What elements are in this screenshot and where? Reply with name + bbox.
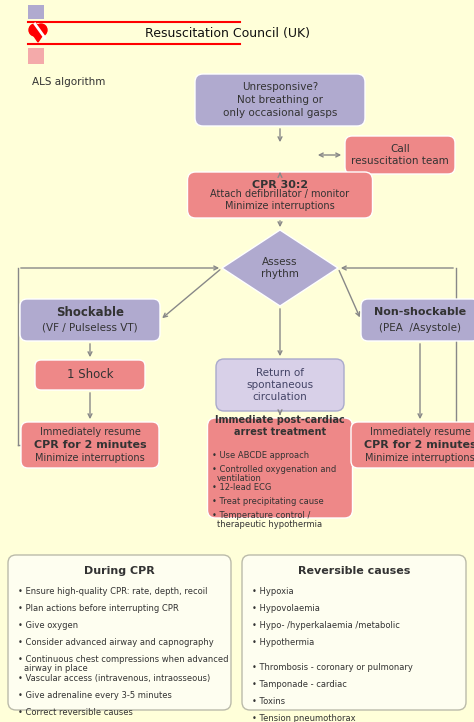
FancyBboxPatch shape: [208, 418, 353, 518]
Text: Minimize interruptions: Minimize interruptions: [35, 453, 145, 463]
Text: Resuscitation Council (UK): Resuscitation Council (UK): [145, 27, 310, 40]
Text: • Use ABCDE approach: • Use ABCDE approach: [212, 451, 309, 460]
FancyBboxPatch shape: [20, 299, 160, 341]
FancyBboxPatch shape: [28, 48, 44, 64]
Text: • Hypo- /hyperkalaemia /metabolic: • Hypo- /hyperkalaemia /metabolic: [252, 621, 400, 630]
Text: Call
resuscitation team: Call resuscitation team: [351, 144, 449, 166]
Text: • Tension pneumothorax: • Tension pneumothorax: [252, 714, 356, 722]
Text: • Thrombosis - coronary or pulmonary: • Thrombosis - coronary or pulmonary: [252, 663, 413, 672]
Circle shape: [29, 24, 41, 36]
Text: • Hypovolaemia: • Hypovolaemia: [252, 604, 320, 613]
Text: Reversible causes: Reversible causes: [298, 566, 410, 576]
Text: • Vascular access (intravenous, intraosseous): • Vascular access (intravenous, intraoss…: [18, 674, 210, 683]
Text: • Hypoxia: • Hypoxia: [252, 587, 293, 596]
FancyBboxPatch shape: [195, 74, 365, 126]
FancyBboxPatch shape: [351, 422, 474, 468]
Text: Minimize interruptions: Minimize interruptions: [365, 453, 474, 463]
Text: Attach defibrillator / monitor
Minimize interruptions: Attach defibrillator / monitor Minimize …: [210, 188, 349, 212]
Text: • Give oxygen: • Give oxygen: [18, 621, 78, 630]
Text: Assess
rhythm: Assess rhythm: [261, 257, 299, 279]
Text: • Hypothermia: • Hypothermia: [252, 638, 314, 647]
FancyBboxPatch shape: [361, 299, 474, 341]
Text: • Plan actions before interrupting CPR: • Plan actions before interrupting CPR: [18, 604, 179, 613]
Text: ventilation: ventilation: [217, 474, 262, 483]
Text: ALS algorithm: ALS algorithm: [32, 77, 105, 87]
Text: Shockable: Shockable: [56, 305, 124, 318]
Text: CPR 30:2: CPR 30:2: [252, 180, 308, 190]
Text: • Correct reversible causes: • Correct reversible causes: [18, 708, 133, 717]
Text: Immediate post-cardiac
arrest treatment: Immediate post-cardiac arrest treatment: [215, 415, 345, 437]
Text: CPR for 2 minutes: CPR for 2 minutes: [34, 440, 146, 450]
Text: • Ensure high-quality CPR: rate, depth, recoil: • Ensure high-quality CPR: rate, depth, …: [18, 587, 208, 596]
Text: Unresponsive?
Not breathing or
only occasional gasps: Unresponsive? Not breathing or only occa…: [223, 82, 337, 118]
Text: • Controlled oxygenation and: • Controlled oxygenation and: [212, 465, 336, 474]
Text: During CPR: During CPR: [83, 566, 155, 576]
Text: 1 Shock: 1 Shock: [67, 368, 113, 381]
FancyBboxPatch shape: [28, 5, 44, 19]
Text: • 12-lead ECG: • 12-lead ECG: [212, 483, 272, 492]
Text: therapeutic hypothermia: therapeutic hypothermia: [217, 520, 322, 529]
FancyBboxPatch shape: [8, 555, 231, 710]
Text: • Temperature control /: • Temperature control /: [212, 511, 310, 520]
Text: • Consider advanced airway and capnography: • Consider advanced airway and capnograp…: [18, 638, 214, 647]
Polygon shape: [222, 230, 338, 306]
FancyBboxPatch shape: [242, 555, 466, 710]
Text: • Toxins: • Toxins: [252, 697, 285, 706]
Text: • Give adrenaline every 3-5 minutes: • Give adrenaline every 3-5 minutes: [18, 691, 172, 700]
FancyBboxPatch shape: [35, 360, 145, 390]
Text: CPR for 2 minutes: CPR for 2 minutes: [364, 440, 474, 450]
Text: Immediately resume: Immediately resume: [370, 427, 470, 437]
Text: • Continuous chest compressions when advanced: • Continuous chest compressions when adv…: [18, 655, 228, 664]
Text: (PEA  /Asystole): (PEA /Asystole): [379, 323, 461, 333]
Text: • Tamponade - cardiac: • Tamponade - cardiac: [252, 680, 347, 689]
FancyBboxPatch shape: [188, 172, 373, 218]
Text: • Treat precipitating cause: • Treat precipitating cause: [212, 497, 324, 506]
Polygon shape: [30, 30, 46, 42]
FancyBboxPatch shape: [216, 359, 344, 411]
Text: airway in place: airway in place: [24, 664, 88, 673]
Text: Immediately resume: Immediately resume: [39, 427, 140, 437]
FancyBboxPatch shape: [21, 422, 159, 468]
FancyBboxPatch shape: [345, 136, 455, 174]
Text: (VF / Pulseless VT): (VF / Pulseless VT): [42, 323, 138, 333]
Circle shape: [35, 24, 47, 36]
Text: Return of
spontaneous
circulation: Return of spontaneous circulation: [246, 367, 314, 402]
Text: Non-shockable: Non-shockable: [374, 307, 466, 317]
